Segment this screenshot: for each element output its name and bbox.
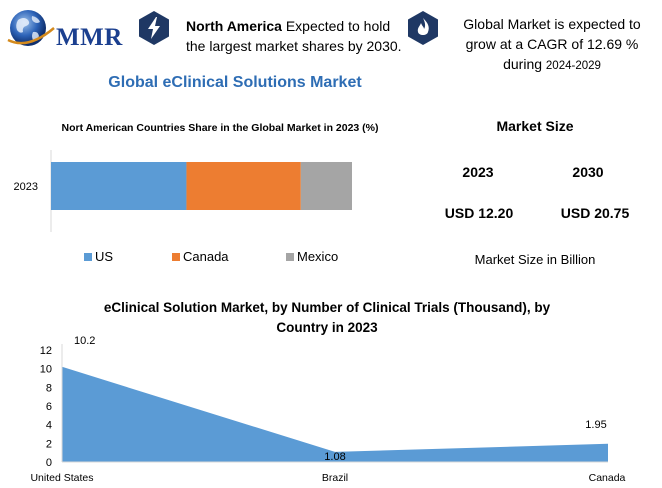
y-tick-label: 8 [46,382,52,394]
y-tick-label: 0 [46,457,52,469]
area-chart: 0 2 4 6 8 10 12 United States Brazil Canada 10.2 1.… [30,335,626,484]
logo-text: MMR [56,24,123,51]
market-size-title: Market Size [496,118,574,134]
x-tick-label: Canada [589,472,626,484]
globe-logo-icon [7,10,55,46]
cagr-text: Global Market is expected to grow at a C… [463,16,641,72]
flame-icon [408,11,438,45]
market-size-value-2: USD 20.75 [560,205,630,221]
y-tick-label: 12 [40,345,52,357]
y-tick-label: 6 [46,401,52,413]
highlight-bold: North America [186,18,282,34]
cagr-period: 2024-2029 [545,60,601,72]
legend-swatch-mexico [286,253,294,261]
chart1-category-label: 2023 [14,181,38,193]
bar-segment-us [51,162,187,210]
market-size-year-1: 2023 [462,164,494,180]
bar-segment-canada [186,162,301,210]
y-tick-label: 10 [40,364,52,376]
x-tick-label: United States [30,472,93,484]
legend-label-canada: Canada [183,249,229,264]
chart2-title: eClinical Solution Market, by Number of … [103,300,551,335]
lightning-bolt-icon [139,11,169,45]
market-size-value-1: USD 12.20 [444,205,514,221]
page-title: Global eClinical Solutions Market [108,74,362,91]
y-tick-label: 2 [46,438,52,450]
bar-segment-mexico [300,162,352,210]
highlight-rest: Expected to hold the largest market shar… [186,18,402,54]
data-label: 10.2 [74,335,95,347]
highlight-north-america: North America Expected to hold the large… [186,16,406,56]
legend-swatch-canada [172,253,180,261]
highlight-cagr: Global Market is expected to grow at a C… [452,14,652,76]
legend-swatch-us [84,253,92,261]
legend-label-mexico: Mexico [297,249,338,264]
market-size-note: Market Size in Billion [474,252,596,267]
market-size-year-2: 2030 [572,164,604,180]
legend-label-us: US [95,249,113,264]
data-label: 1.95 [585,419,606,431]
y-tick-label: 4 [46,420,52,432]
data-label: 1.08 [324,451,345,463]
stacked-bar-chart: 2023 US Canada Mexico [14,150,352,264]
chart1-title: Nort American Countries Share in the Glo… [61,122,379,134]
x-tick-label: Brazil [322,472,348,484]
area-series [62,366,608,462]
